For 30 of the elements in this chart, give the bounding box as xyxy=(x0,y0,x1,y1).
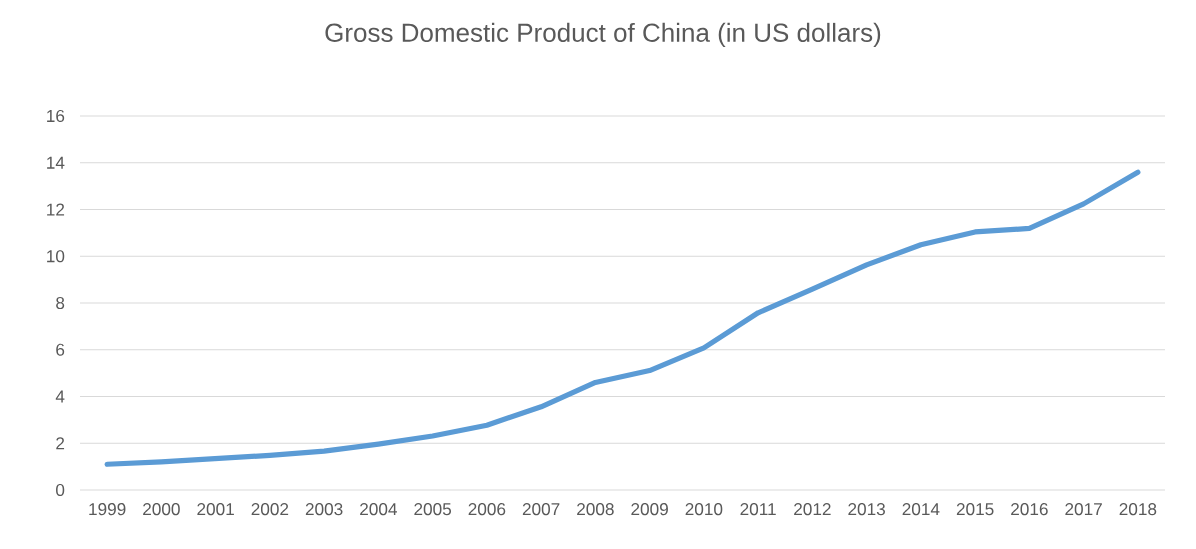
y-tick-label: 0 xyxy=(56,483,65,497)
y-tick-label: 14 xyxy=(47,156,65,169)
x-tick-label: 2011 xyxy=(740,503,776,516)
x-tick-label: 2010 xyxy=(685,503,723,516)
x-tick-label: 2018 xyxy=(1119,503,1157,516)
y-tick-label: 4 xyxy=(55,390,65,403)
x-tick-label: 1999 xyxy=(89,503,126,516)
y-tick-label: 6 xyxy=(56,343,65,356)
x-tick-label: 2004 xyxy=(360,503,397,516)
x-tick-label: 2001 xyxy=(197,503,234,516)
x-tick-label: 2016 xyxy=(1011,503,1048,516)
x-tick-label: 2012 xyxy=(794,503,831,516)
x-tick-label: 2000 xyxy=(143,503,180,516)
x-tick-label: 2017 xyxy=(1065,503,1102,516)
x-tick-label: 2003 xyxy=(305,503,343,516)
y-tick-label: 10 xyxy=(47,250,65,263)
x-tick-label: 2015 xyxy=(956,503,994,516)
y-tick-label: 2 xyxy=(56,437,65,450)
x-tick-label: 2009 xyxy=(631,503,668,516)
y-tick-label: 8 xyxy=(56,296,65,310)
x-tick-label: 2006 xyxy=(468,503,506,516)
x-tick-label: 2005 xyxy=(414,503,452,516)
chart-title: Gross Domestic Product of China (in US dollars) xyxy=(325,22,881,48)
x-tick-label: 2002 xyxy=(251,503,289,516)
y-tick-label: 16 xyxy=(47,109,65,123)
x-tick-label: 2007 xyxy=(522,503,560,516)
x-tick-label: 2008 xyxy=(577,503,614,516)
x-tick-label: 2014 xyxy=(902,503,940,516)
y-tick-label: 12 xyxy=(47,203,65,216)
x-tick-label: 2013 xyxy=(848,503,885,516)
